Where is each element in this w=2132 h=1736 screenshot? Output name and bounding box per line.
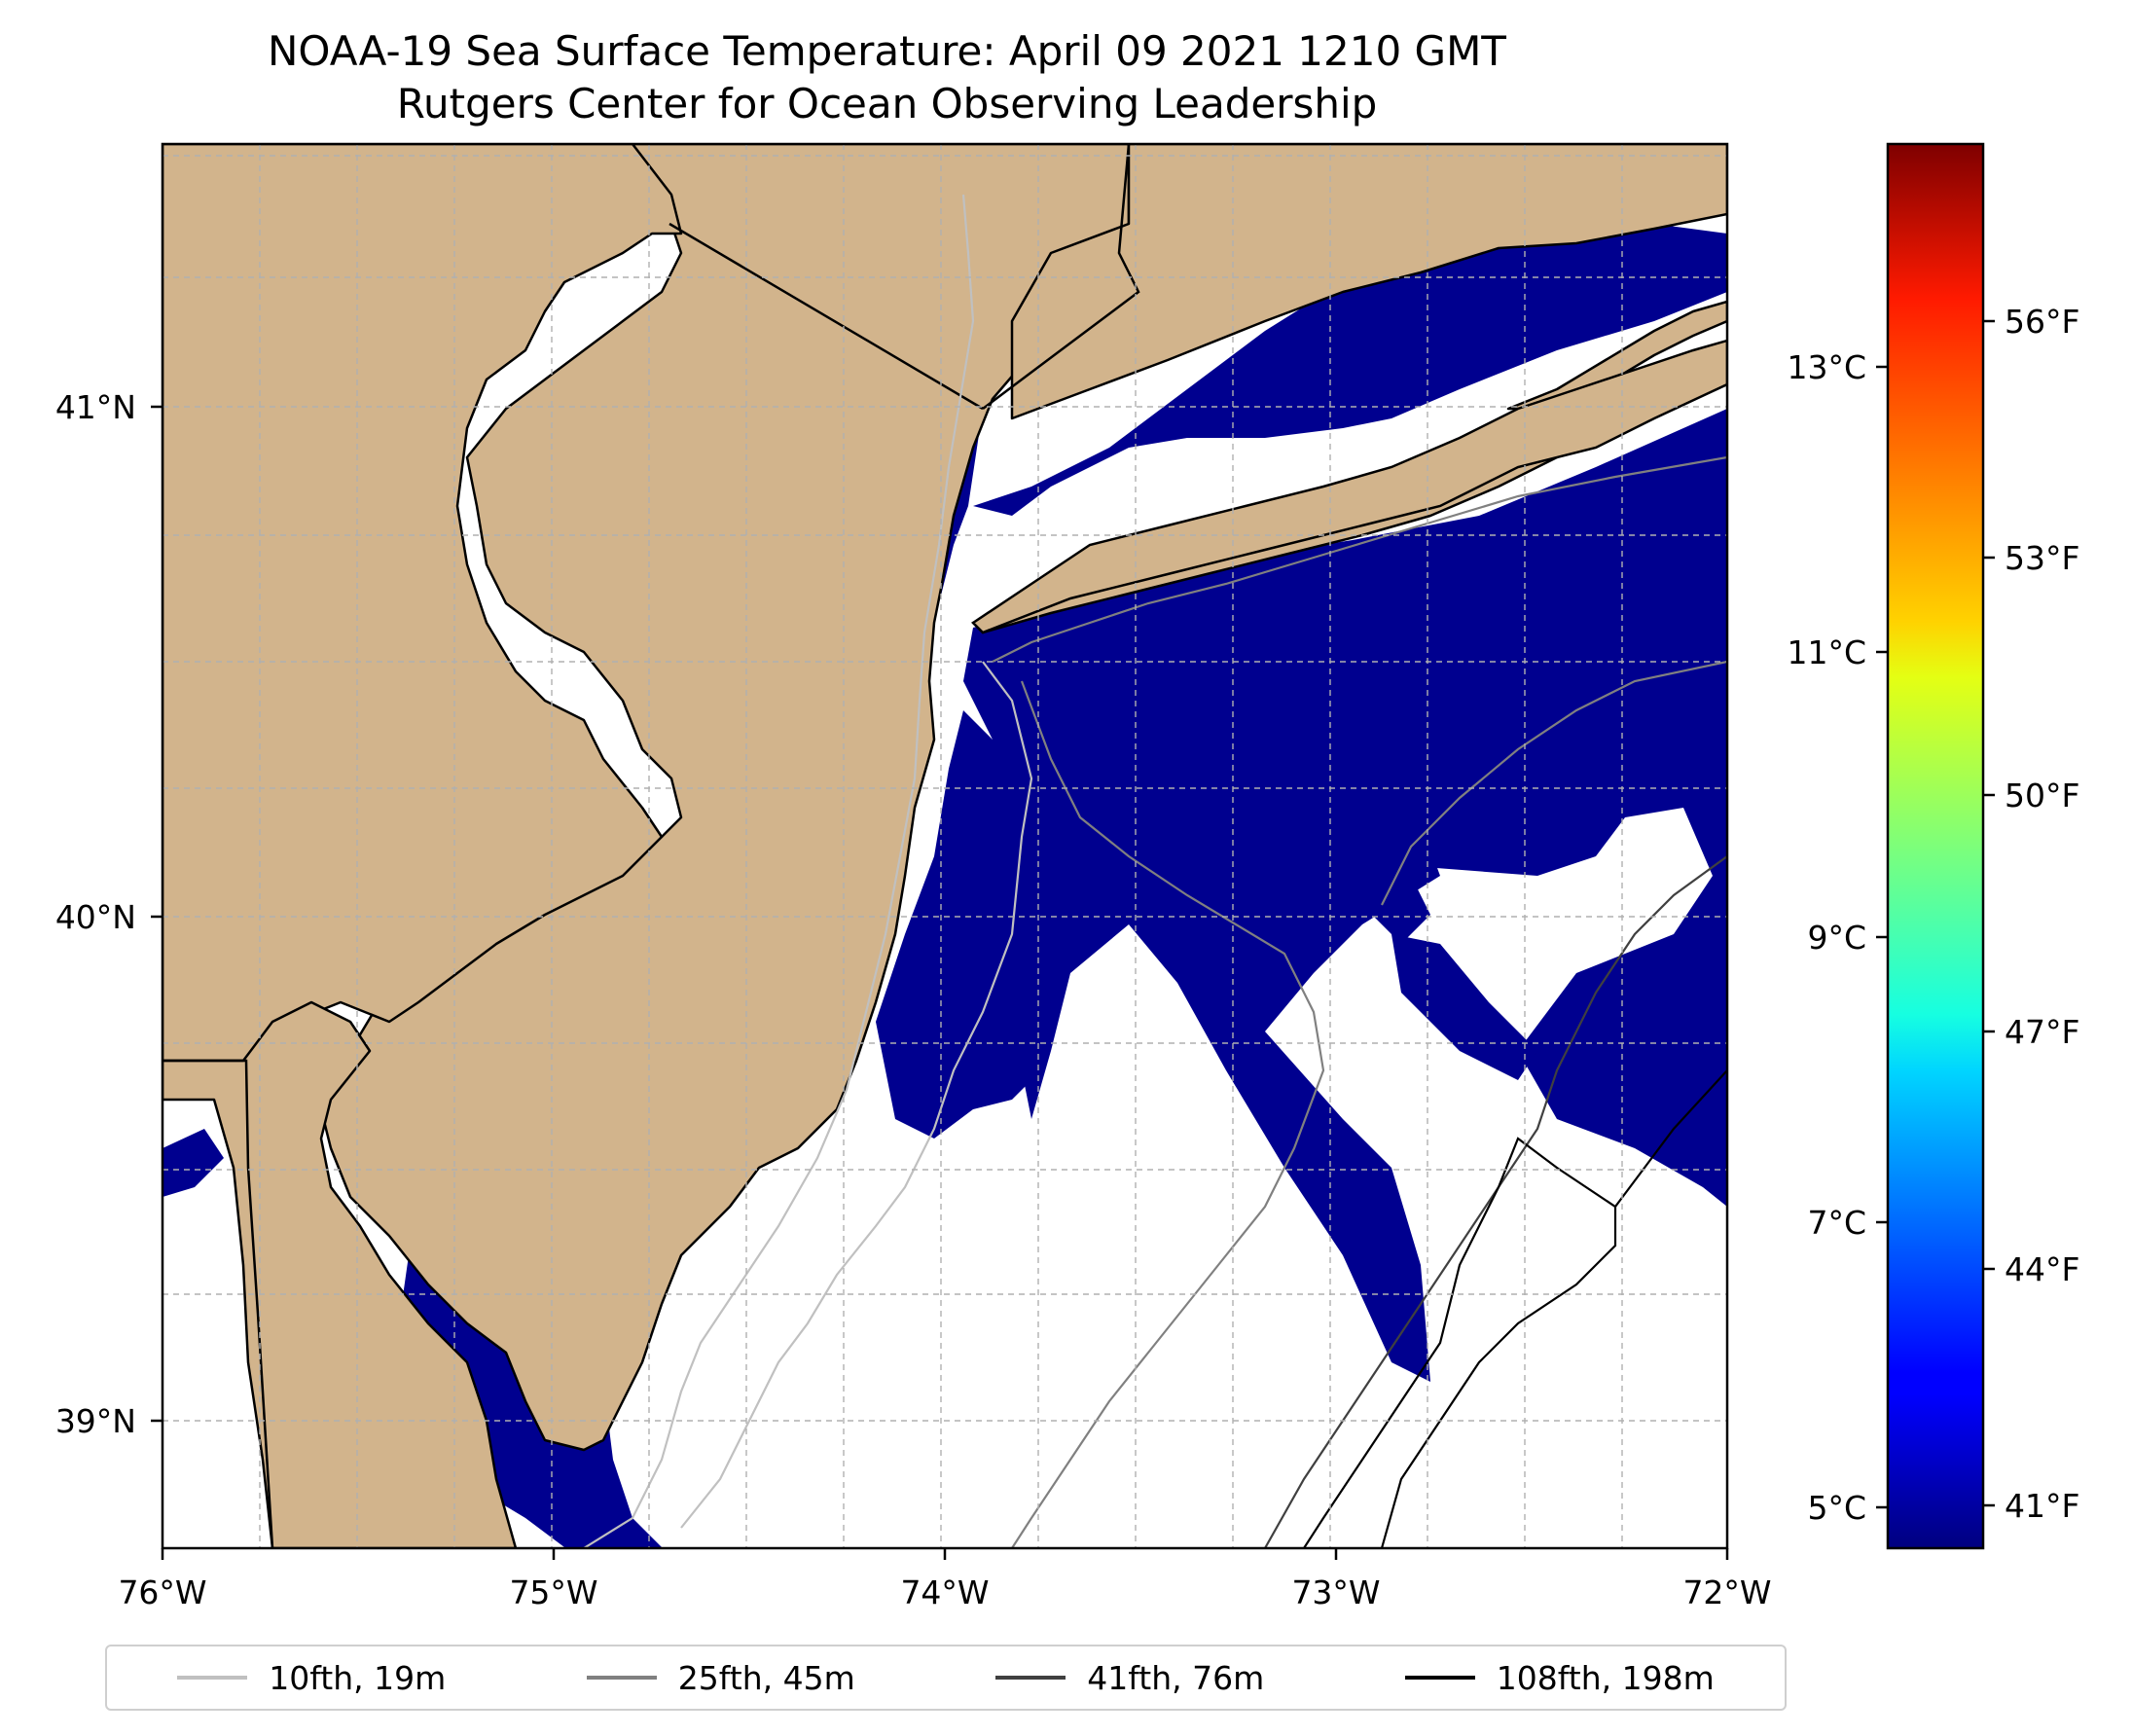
state-border-ny — [669, 222, 984, 411]
legend-item-108fth: 108fth, 198m — [1404, 1658, 1715, 1697]
map-subtitle: Rutgers Center for Ocean Observing Leade… — [396, 80, 1378, 127]
axis-ticks — [151, 405, 1729, 1560]
colorbar-fahrenheit-label: 56°F — [2005, 303, 2079, 341]
contour-legend: 10fth, 19m 25fth, 45m 41fth, 76m 108fth,… — [105, 1645, 1787, 1711]
x-tick-label: 72°W — [1682, 1573, 1771, 1611]
legend-label: 41fth, 76m — [1087, 1658, 1265, 1697]
x-tick-label: 76°W — [118, 1573, 206, 1611]
legend-swatch — [586, 1676, 657, 1680]
legend-item-25fth: 25fth, 45m — [586, 1658, 855, 1697]
colorbar-fahrenheit-label: 41°F — [2005, 1487, 2079, 1525]
colorbar-celsius-label: 13°C — [1787, 348, 1866, 386]
legend-item-41fth: 41fth, 76m — [995, 1659, 1264, 1697]
y-tick-label: 40°N — [55, 898, 136, 936]
colorbar-celsius-label: 11°C — [1787, 633, 1866, 671]
colorbar-fahrenheit-label: 50°F — [2005, 777, 2079, 814]
colorbar-celsius-label: 7°C — [1807, 1204, 1866, 1242]
x-tick-label: 73°W — [1291, 1573, 1380, 1611]
colorbar-fahrenheit-label: 44°F — [2005, 1250, 2079, 1288]
colorbar-fahrenheit-label: 47°F — [2005, 1013, 2079, 1051]
colorbar-fahrenheit-label: 53°F — [2005, 539, 2079, 577]
contour-19m — [583, 194, 975, 1548]
legend-item-10fth: 10fth, 19m — [177, 1659, 446, 1697]
legend-swatch — [177, 1676, 248, 1680]
legend-swatch — [995, 1676, 1066, 1680]
colorbar — [1886, 142, 1985, 1550]
graticule — [163, 144, 1727, 1548]
map-title: NOAA-19 Sea Surface Temperature: April 0… — [268, 27, 1506, 75]
x-tick-label: 74°W — [900, 1573, 989, 1611]
colorbar-celsius-label: 5°C — [1807, 1489, 1866, 1527]
state-border — [163, 1059, 274, 1548]
y-tick-label: 39°N — [55, 1402, 136, 1440]
colorbar-celsius-label: 9°C — [1807, 919, 1866, 957]
legend-label: 10fth, 19m — [269, 1658, 447, 1697]
legend-label: 25fth, 45m — [677, 1658, 855, 1697]
x-tick-label: 75°W — [509, 1573, 597, 1611]
contour-45m — [992, 455, 1727, 663]
colorbar-ticks — [1876, 319, 1995, 1509]
legend-swatch — [1404, 1676, 1475, 1680]
legend-label: 108fth, 198m — [1496, 1658, 1715, 1697]
y-tick-label: 41°N — [55, 388, 136, 426]
contour-198m — [1303, 1069, 1727, 1548]
